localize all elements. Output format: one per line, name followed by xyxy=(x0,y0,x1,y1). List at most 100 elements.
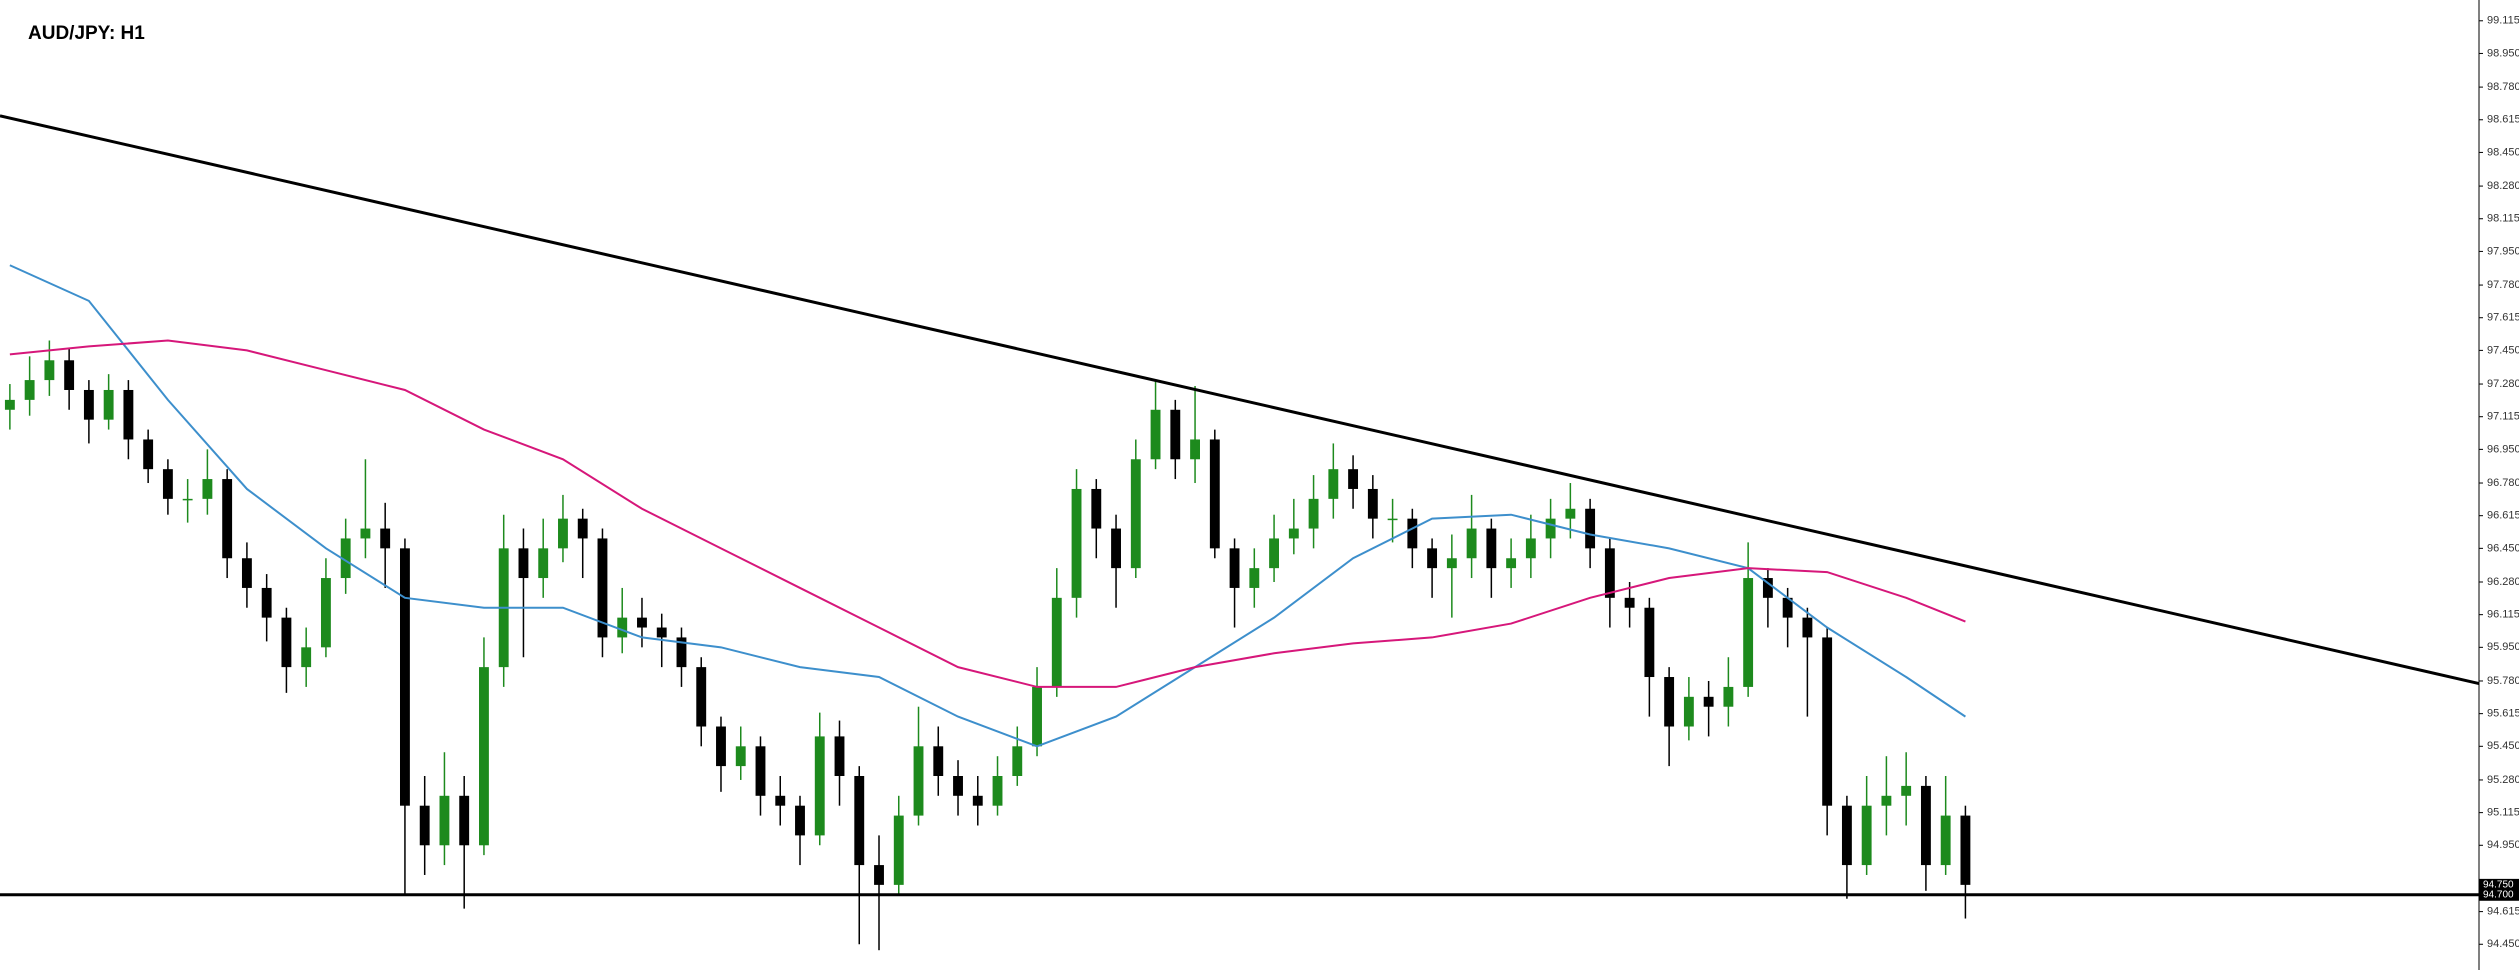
y-tick-label: 96.950 xyxy=(2487,443,2519,455)
candle-body xyxy=(1525,538,1536,559)
candle-body xyxy=(795,805,805,836)
y-tick-label: 94.615 xyxy=(2487,906,2519,918)
y-tick-label: 99.115 xyxy=(2487,15,2519,27)
y-tick-label: 95.615 xyxy=(2487,708,2519,720)
candle-body xyxy=(399,548,410,806)
y-tick-label: 97.450 xyxy=(2487,344,2519,356)
candle-body xyxy=(1032,686,1042,747)
candle-body xyxy=(24,380,35,400)
candle-body xyxy=(1585,508,1596,549)
candle-body xyxy=(893,815,904,885)
candle-body xyxy=(538,548,549,579)
candle-body xyxy=(1940,815,1951,866)
candle-body xyxy=(1170,409,1181,460)
candle-body xyxy=(1486,528,1497,569)
candle-body xyxy=(1367,488,1378,519)
candle-body xyxy=(1545,518,1556,539)
candle-body xyxy=(1150,409,1161,460)
y-tick-label: 96.280 xyxy=(2487,576,2519,588)
candle-body xyxy=(676,637,687,668)
candle-body xyxy=(1190,439,1200,460)
candle-body xyxy=(1130,459,1141,569)
candle-body xyxy=(1841,805,1852,866)
candle-body xyxy=(1229,548,1240,588)
candle-body xyxy=(1881,795,1892,806)
price-label-box xyxy=(2479,888,2519,901)
moving-average xyxy=(9,339,1966,688)
y-tick-label: 96.780 xyxy=(2487,477,2519,489)
candle-body xyxy=(1071,488,1082,598)
candle-body xyxy=(518,548,529,579)
candle-body xyxy=(1427,548,1438,569)
candle-body xyxy=(1743,578,1754,687)
candle-body xyxy=(419,805,430,846)
candle-body xyxy=(755,746,766,796)
plot-area xyxy=(0,114,2480,951)
candle-body xyxy=(577,518,588,539)
candle-body xyxy=(1012,746,1023,776)
candle-body xyxy=(1664,677,1675,727)
candle-body xyxy=(716,726,726,767)
candle-body xyxy=(162,469,173,499)
candle-body xyxy=(1328,469,1339,499)
y-tick-label: 98.450 xyxy=(2487,146,2519,158)
y-tick-label: 95.780 xyxy=(2487,675,2519,687)
candle-body xyxy=(637,617,647,628)
candle-body xyxy=(1960,815,1971,885)
candle-body xyxy=(1920,785,1931,866)
candle-body xyxy=(992,776,1003,806)
candle-body xyxy=(123,389,134,440)
candle-body xyxy=(340,538,351,579)
candle-body xyxy=(1446,558,1457,569)
candle-body xyxy=(1802,617,1813,638)
candle-body xyxy=(597,538,608,638)
candle-body xyxy=(281,617,292,668)
candle-body xyxy=(1624,597,1635,608)
y-tick-label: 98.615 xyxy=(2487,114,2519,126)
candle-body xyxy=(222,479,233,559)
candle-body xyxy=(953,776,963,796)
candle-body xyxy=(1308,498,1319,529)
y-tick-label: 94.450 xyxy=(2487,938,2519,950)
y-tick-label: 98.115 xyxy=(2487,213,2519,225)
candle-body xyxy=(617,617,628,638)
y-tick-label: 95.950 xyxy=(2487,641,2519,653)
candle-body xyxy=(479,667,489,846)
candle-body xyxy=(1387,518,1398,521)
price-label-box xyxy=(2479,878,2519,891)
candle-body xyxy=(241,558,252,588)
candle-body xyxy=(1288,528,1299,539)
y-tick-label: 97.950 xyxy=(2487,245,2519,257)
candle-body xyxy=(1209,439,1220,549)
y-tick-label: 96.450 xyxy=(2487,542,2519,554)
candle-body xyxy=(459,795,470,846)
candle-body xyxy=(1861,805,1872,866)
candle-body xyxy=(1782,597,1793,618)
candle-body xyxy=(874,865,884,885)
candle-body xyxy=(1762,578,1773,598)
candle-body xyxy=(1051,597,1062,687)
chart-title: AUD/JPY: H1 xyxy=(28,23,145,44)
candle-body xyxy=(1683,696,1694,727)
candle-body xyxy=(1644,607,1655,678)
candle-body xyxy=(4,399,15,410)
candle-body xyxy=(103,389,114,420)
candle-body xyxy=(972,795,983,806)
y-tick-label: 94.950 xyxy=(2487,839,2519,851)
candle-body xyxy=(439,795,450,846)
candle-body xyxy=(202,479,213,499)
candle-body xyxy=(360,528,371,539)
candle-body xyxy=(1111,528,1121,569)
price-axis-labels: 99.115 98.950 98.780 98.615 98.450 98.280 98.1… xyxy=(2479,15,2519,950)
candle-body xyxy=(83,389,94,420)
y-tick-label: 95.450 xyxy=(2487,740,2519,752)
y-tick-label: 95.280 xyxy=(2487,774,2519,786)
candle-body xyxy=(320,578,331,648)
candle-body xyxy=(1407,518,1418,549)
candle-body xyxy=(913,746,924,816)
y-tick-label: 97.615 xyxy=(2487,312,2519,324)
candle-body xyxy=(143,439,154,470)
y-tick-label: 96.615 xyxy=(2487,510,2519,522)
